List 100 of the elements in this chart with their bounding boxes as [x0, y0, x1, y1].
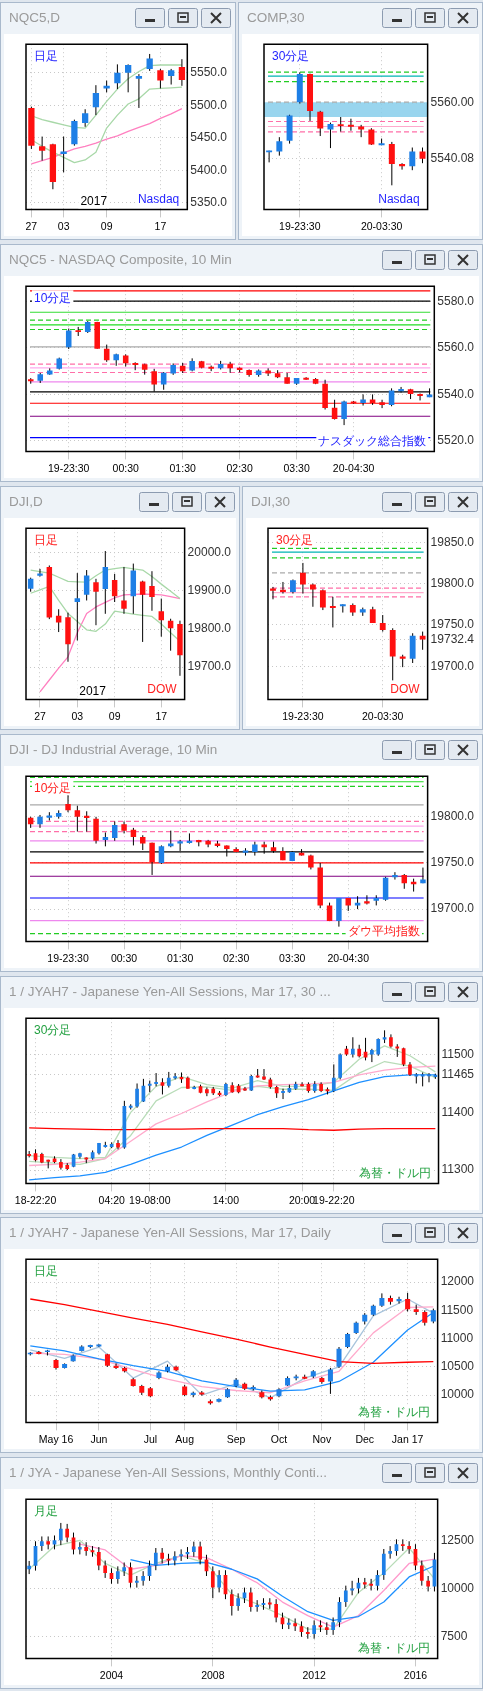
candlestick	[388, 1545, 392, 1560]
y-tick-label: 5500.0	[190, 97, 228, 112]
candlestick	[157, 68, 164, 89]
x-tick-label: Jan 17	[391, 1432, 424, 1445]
annotation: 為替・ドル円	[357, 1404, 430, 1419]
y-tick-label: 11000	[440, 1330, 474, 1345]
annotation: ナスダック総合指数	[318, 433, 427, 448]
candlestick	[93, 578, 99, 626]
candlestick	[409, 632, 416, 664]
x-tick-label: 2008	[201, 1668, 225, 1681]
y-tick-label: 19800.0	[187, 621, 232, 636]
candlestick	[427, 1072, 431, 1083]
x-tick-label: 2016	[403, 1668, 428, 1681]
candlestick	[58, 1522, 63, 1546]
annotation: 日足	[34, 532, 58, 547]
candlestick	[229, 1589, 234, 1617]
x-tick-label: 20-04:30	[327, 951, 370, 964]
y-tick-label: 11300	[441, 1162, 475, 1177]
candlestick	[419, 631, 426, 651]
candlestick	[139, 580, 146, 643]
y-tick-label: 19732.4	[430, 631, 475, 646]
candlestick	[71, 119, 78, 147]
x-tick-label: 00:30	[110, 951, 138, 964]
candlestick	[370, 1048, 374, 1063]
annotation: 30分足	[272, 48, 310, 63]
candlestick	[65, 794, 71, 813]
candlestick	[248, 1587, 253, 1613]
candlestick	[102, 550, 109, 615]
candlestick	[293, 1617, 297, 1632]
candlestick	[217, 1569, 221, 1593]
y-tick-label: 5580.0	[437, 293, 475, 308]
x-tick-label: 14:00	[212, 1193, 240, 1206]
chart-title: DJI - DJ Industrial Average, 10 Min	[9, 742, 218, 757]
annotation: 日足	[34, 48, 58, 63]
candlestick	[409, 147, 416, 171]
candlestick	[59, 1158, 63, 1171]
chart-title: 1 / JYAH7 - Japanese Yen-All Sessions, Mar 17, Daily	[9, 1225, 331, 1240]
candlestick	[114, 63, 121, 90]
x-tick-label: 03:30	[279, 951, 306, 964]
y-tick-label: 19700.0	[187, 659, 232, 674]
x-tick-label: 18-22:20	[14, 1193, 57, 1206]
y-tick-label: 5540.0	[437, 386, 475, 401]
candlestick	[227, 361, 233, 374]
candlestick	[265, 367, 271, 377]
candlestick	[38, 136, 46, 162]
candlestick	[300, 1081, 304, 1087]
candlestick	[149, 570, 155, 612]
y-tick-label: 19700.0	[430, 901, 475, 916]
candlestick	[96, 1546, 101, 1571]
candlestick	[419, 1560, 424, 1587]
candlestick	[300, 562, 306, 595]
candlestick	[173, 1072, 177, 1080]
x-tick-label: 19-23:30	[282, 709, 324, 722]
annotation: DOW	[147, 681, 178, 696]
annotation: 月足	[34, 1503, 58, 1518]
candlestick	[343, 1585, 348, 1608]
candlestick	[336, 897, 342, 928]
candlestick	[331, 1063, 336, 1093]
candlestick	[210, 1565, 215, 1599]
candlestick	[381, 1548, 386, 1581]
y-tick-label: 5350.0	[190, 195, 228, 210]
annotation: 30分足	[276, 532, 314, 547]
candlestick	[364, 894, 370, 905]
y-tick-label: 19850.0	[430, 534, 475, 549]
y-tick-label: 5560.0	[437, 340, 475, 355]
candlestick	[65, 1523, 70, 1543]
x-tick-label: 01:30	[169, 461, 196, 474]
y-tick-label: 5520.0	[437, 433, 475, 448]
annotation: 10分足	[34, 780, 72, 795]
y-tick-label: 11465	[441, 1067, 475, 1082]
x-tick-label: 01:30	[166, 951, 194, 964]
candlestick	[255, 1599, 259, 1613]
x-tick-label: 04:20	[98, 1193, 125, 1206]
annotation: 為替・ドル円	[357, 1640, 430, 1655]
chart-title: DJI,D	[9, 494, 43, 509]
x-tick-label: 17	[154, 219, 167, 232]
x-tick-label: Jun	[90, 1432, 108, 1445]
x-tick-label: 19-23:30	[279, 219, 321, 232]
x-tick-label: 03:30	[283, 461, 310, 474]
candlestick	[198, 1541, 202, 1565]
y-tick-label: 19900.0	[187, 583, 232, 598]
candlestick	[382, 876, 389, 902]
candlestick	[112, 820, 118, 842]
candlestick	[329, 596, 336, 628]
candlestick	[274, 1598, 278, 1623]
annotation: 2017	[80, 193, 108, 208]
x-tick-label: Aug	[175, 1432, 195, 1445]
candlestick	[350, 1036, 355, 1058]
annotation: DOW	[390, 681, 421, 696]
x-tick-label: 20:00	[288, 1193, 316, 1206]
x-tick-label: 20-03:30	[362, 709, 404, 722]
candlestick	[319, 588, 326, 611]
x-tick-label: Oct	[270, 1432, 288, 1445]
y-tick-label: 5560.00	[430, 95, 475, 110]
y-tick-label: 11500	[441, 1046, 475, 1061]
candlestick	[83, 569, 90, 601]
x-tick-label: Dec	[355, 1432, 375, 1445]
candlestick	[135, 73, 143, 109]
chart-title: DJI,30	[251, 494, 291, 509]
candlestick	[341, 400, 347, 426]
